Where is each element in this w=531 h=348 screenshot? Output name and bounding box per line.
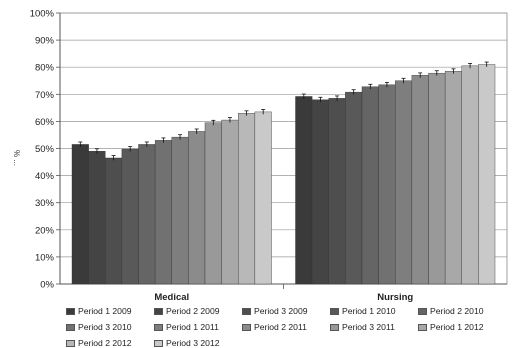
bar bbox=[238, 113, 255, 284]
legend-label: Period 2 2012 bbox=[78, 338, 132, 348]
y-tick-label: 70% bbox=[35, 90, 55, 101]
legend-item: Period 2 2010 bbox=[418, 306, 506, 316]
y-tick-label: 50% bbox=[35, 144, 55, 155]
legend-item: Period 1 2011 bbox=[154, 322, 242, 332]
bar bbox=[255, 112, 272, 284]
bar bbox=[122, 149, 139, 284]
legend: Period 1 2009 Period 2 2009 Period 3 2009 P… bbox=[66, 306, 506, 348]
legend-item: Period 3 2011 bbox=[330, 322, 418, 332]
legend-item: Period 2 2009 bbox=[154, 306, 242, 316]
legend-swatch bbox=[66, 324, 75, 331]
legend-swatch bbox=[330, 324, 339, 331]
bar bbox=[172, 137, 189, 284]
legend-label: Period 2 2011 bbox=[254, 322, 307, 332]
legend-swatch bbox=[154, 340, 163, 347]
legend-label: Period 3 2012 bbox=[166, 338, 220, 348]
legend-item: Period 1 2009 bbox=[66, 306, 154, 316]
legend-label: Period 3 2011 bbox=[342, 322, 395, 332]
bar bbox=[72, 144, 89, 284]
bar bbox=[329, 98, 346, 284]
legend-item: Period 3 2010 bbox=[66, 322, 154, 332]
legend-swatch bbox=[418, 324, 427, 331]
y-tick-label: 60% bbox=[35, 117, 55, 128]
bar bbox=[345, 92, 362, 284]
legend-swatch bbox=[242, 308, 251, 315]
chart-svg: 0% 10% 20% 30% 40% 50% 60% 70% 80% 90% 100% Medical… bbox=[0, 0, 531, 337]
legend-label: Period 2 2009 bbox=[166, 306, 220, 316]
legend-swatch bbox=[418, 308, 427, 315]
legend-swatch bbox=[330, 308, 339, 315]
bar bbox=[89, 151, 106, 284]
legend-label: Period 1 2010 bbox=[342, 306, 396, 316]
legend-swatch bbox=[154, 308, 163, 315]
y-tick-label: 20% bbox=[35, 225, 55, 236]
legend-label: Period 2 2010 bbox=[430, 306, 484, 316]
y-tick-label: 0% bbox=[40, 280, 54, 291]
bar bbox=[222, 120, 239, 284]
legend-label: Period 1 2009 bbox=[78, 306, 132, 316]
bar bbox=[445, 71, 462, 284]
bar bbox=[155, 140, 172, 284]
bar bbox=[139, 144, 156, 284]
bar bbox=[205, 123, 222, 284]
y-tick-label: 90% bbox=[35, 36, 55, 47]
bar bbox=[362, 87, 379, 284]
y-axis-label: % ... bbox=[12, 150, 21, 166]
chart: 0% 10% 20% 30% 40% 50% 60% 70% 80% 90% 100% Medical… bbox=[0, 0, 531, 337]
y-tick-label: 80% bbox=[35, 63, 55, 74]
legend-swatch bbox=[154, 324, 163, 331]
y-tick-label: 100% bbox=[30, 9, 55, 20]
bar bbox=[395, 81, 412, 284]
bar bbox=[105, 158, 122, 284]
bar bbox=[296, 96, 313, 284]
legend-item: Period 2 2012 bbox=[66, 338, 154, 348]
legend-label: Period 1 2012 bbox=[430, 322, 484, 332]
legend-label: Period 3 2010 bbox=[78, 322, 132, 332]
x-tick-label: Medical bbox=[154, 292, 189, 303]
y-tick-label: 10% bbox=[35, 252, 55, 263]
y-tick-label: 40% bbox=[35, 171, 55, 182]
legend-item: Period 3 2012 bbox=[154, 338, 242, 348]
bar bbox=[188, 131, 205, 284]
bar bbox=[462, 66, 479, 284]
legend-label: Period 1 2011 bbox=[166, 322, 219, 332]
bar bbox=[478, 64, 495, 284]
legend-label: Period 3 2009 bbox=[254, 306, 308, 316]
bar bbox=[312, 100, 329, 284]
bar bbox=[412, 75, 429, 284]
x-tick-label: Nursing bbox=[377, 292, 413, 303]
legend-item: Period 1 2010 bbox=[330, 306, 418, 316]
legend-swatch bbox=[66, 308, 75, 315]
legend-swatch bbox=[66, 340, 75, 347]
y-tick-label: 30% bbox=[35, 198, 55, 209]
legend-item: Period 3 2009 bbox=[242, 306, 330, 316]
legend-item: Period 2 2011 bbox=[242, 322, 330, 332]
legend-swatch bbox=[242, 324, 251, 331]
bar bbox=[429, 73, 446, 284]
legend-item: Period 1 2012 bbox=[418, 322, 506, 332]
bar bbox=[379, 85, 396, 284]
